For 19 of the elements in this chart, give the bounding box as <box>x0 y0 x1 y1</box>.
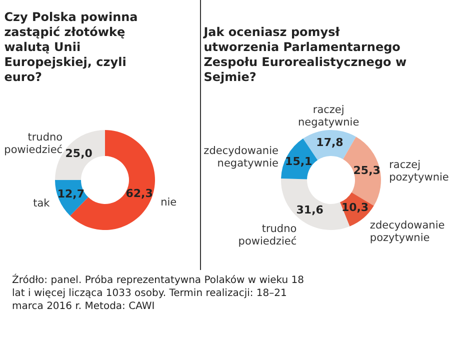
chart-title: Jak oceniasz pomysł utworzenia Parlamentarnego Zespołu Eurorealistycznego w Sejmie? <box>202 25 407 84</box>
data-label: 25,3 <box>353 164 380 177</box>
slice-label: tak <box>33 197 51 210</box>
slice-label: raczej pozytywnie <box>389 159 449 184</box>
data-label: 10,3 <box>341 201 369 214</box>
data-label: 17,8 <box>316 136 344 150</box>
data-label: 12,7 <box>57 187 84 200</box>
slice-label: raczej negatywnie <box>298 104 360 129</box>
slice-label: trudno powiedzieć <box>238 223 297 248</box>
slice-label: trudno powiedzieć <box>4 132 63 156</box>
text: Źródło: panel. Próba reprezentatywna Polaków w wieku 18 lat i więcej licząca 1033 osoby. Termin realizacji: 18–21 marca 2016 r. Metoda: CAWI <box>11 272 306 313</box>
chart-title: Czy Polska powinna zastąpić złotówkę walutą Unii Europejskiej, czyli euro? <box>4 10 138 84</box>
data-label: 15,1 <box>285 155 312 168</box>
data-label: 62,3 <box>126 186 153 200</box>
data-label: 25,0 <box>65 146 93 160</box>
data-label: 31,6 <box>296 203 324 216</box>
slice-label: zdecydowanie negatywnie <box>204 145 278 170</box>
slice-label: zdecydowanie pozytywnie <box>370 220 445 244</box>
slice-label: nie <box>160 196 177 209</box>
